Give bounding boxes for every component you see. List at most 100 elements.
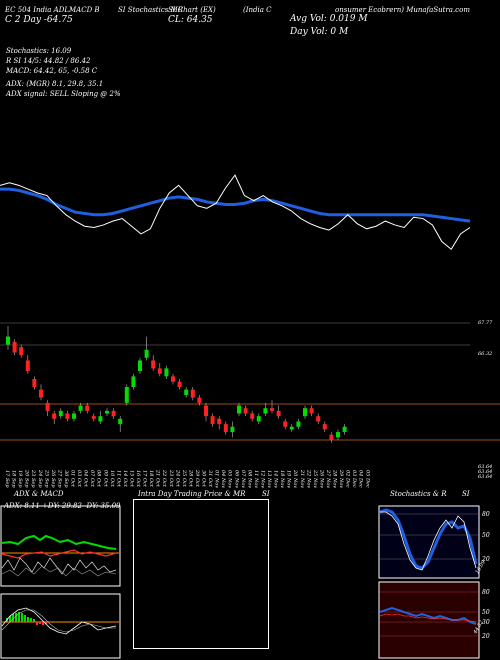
- date-label: 30 Sep: [63, 470, 69, 488]
- candle-body: [12, 341, 17, 353]
- stoch-tick-20: 20: [481, 556, 490, 563]
- candle-body: [329, 434, 334, 441]
- price-label: 67.77: [478, 320, 493, 326]
- candle-body: [52, 413, 57, 419]
- date-label: 23 Sep: [30, 469, 36, 488]
- header-line1c: SI Chart (EX): [168, 6, 216, 14]
- date-label: 18 Oct: [148, 470, 154, 488]
- macd-value: MACD: 64.42, 65, -0.58 C: [6, 67, 98, 75]
- stoch-tick-50: 50: [482, 532, 490, 539]
- candles: [6, 325, 347, 443]
- intraday-panel: [133, 499, 269, 649]
- date-label: 17 Oct: [142, 470, 148, 488]
- date-label: 20 Sep: [24, 469, 30, 488]
- price-label: 63.64: [478, 474, 492, 480]
- rsi-tick-50: 50: [482, 609, 490, 616]
- date-label: 18 Nov: [279, 470, 285, 488]
- candle-body: [342, 426, 347, 433]
- date-label: 04 Dec: [358, 470, 364, 488]
- intraday-panel-si: SI: [262, 490, 270, 498]
- candle-body: [65, 413, 70, 419]
- candle-body: [296, 421, 301, 427]
- candle-body: [45, 402, 50, 411]
- date-label: 11 Oct: [115, 470, 121, 488]
- date-label: 19 Sep: [17, 470, 23, 488]
- adx-panel-values: ADX: 8.11 +DY: 29.82 -DY: 35.09: [4, 502, 121, 510]
- candle-body: [6, 336, 10, 345]
- date-label: 08 Oct: [96, 470, 102, 488]
- date-label: 28 Oct: [187, 469, 193, 488]
- candle-body: [237, 405, 241, 414]
- date-label: 05 Dec: [364, 470, 370, 488]
- adx-signal: ADX signal: SELL Sloping @ 2%: [6, 90, 121, 98]
- stoch-panel-si: SI: [462, 490, 470, 498]
- date-label: 15 Oct: [128, 470, 134, 488]
- stochastics-value: Stochastics: 16.09: [6, 47, 72, 55]
- adx-panel-title: ADX & MACD: [14, 490, 64, 498]
- candle-body: [243, 408, 248, 414]
- date-label: 19 Nov: [286, 470, 292, 488]
- moving-average-line: [0, 187, 471, 223]
- adx-panel: [0, 498, 122, 660]
- candle-body: [98, 416, 103, 422]
- date-label: 03 Oct: [76, 470, 82, 488]
- candle-body: [309, 408, 314, 414]
- candle-body: [270, 408, 274, 411]
- candle-body: [164, 368, 169, 377]
- date-label: 14 Nov: [273, 470, 279, 488]
- candle-body: [197, 397, 202, 403]
- candle-body: [105, 410, 109, 414]
- date-label: 01 Oct: [70, 470, 76, 488]
- date-label: 22 Nov: [305, 469, 311, 488]
- price-label: 66.32: [478, 351, 492, 357]
- candle-body: [263, 408, 268, 414]
- rsi-tick-30: 30: [482, 619, 490, 626]
- date-label: 31 Oct: [207, 470, 213, 488]
- candle-body: [256, 416, 261, 422]
- macd-box: [0, 593, 121, 659]
- header-close-price: CL: 64.35: [168, 15, 213, 25]
- date-label: 24 Sep: [37, 469, 43, 488]
- candle-body: [151, 360, 156, 369]
- intraday-panel-title: Intra Day Trading Price & MR: [138, 490, 246, 498]
- date-label: 26 Nov: [318, 469, 324, 488]
- candle-body: [336, 432, 340, 438]
- date-label: 29 Nov: [338, 469, 344, 488]
- date-label: 27 Nov: [325, 469, 331, 488]
- date-label: 16 Oct: [135, 470, 141, 488]
- date-label: 17 Sep: [4, 470, 10, 488]
- rsi-tick-20: 20: [481, 633, 490, 640]
- candle-body: [72, 413, 76, 419]
- day-volume: Day Vol: 0 M: [290, 27, 349, 37]
- candle-body: [177, 381, 182, 387]
- candle-body: [223, 424, 228, 433]
- candle-body: [217, 418, 222, 425]
- candle-body: [85, 405, 90, 411]
- date-label: 12 Nov: [259, 470, 265, 488]
- candle-body: [124, 386, 129, 403]
- rsi-tick-80: 80: [482, 589, 490, 596]
- candle-body: [283, 421, 288, 427]
- date-label: 21 Oct: [155, 469, 161, 488]
- candle-body: [131, 376, 136, 387]
- date-label: 06 Nov: [233, 470, 239, 488]
- date-label: 29 Oct: [194, 469, 200, 488]
- adx-green-line: [1, 534, 117, 550]
- date-axis-labels: 17 Sep 18 Sep 19 Sep 20 Sep 23 Sep 24 Sep 25 S…: [4, 469, 370, 488]
- candle-body: [91, 416, 96, 419]
- date-label: 20 Nov: [292, 469, 298, 488]
- adx-box: [0, 505, 121, 587]
- candle-body: [276, 410, 281, 417]
- date-label: 05 Nov: [227, 470, 233, 488]
- adx-panel-bg: [0, 498, 122, 660]
- price-series: [0, 174, 471, 250]
- avg-volume: Avg Vol: 0.019 M: [290, 14, 368, 24]
- candle-body: [39, 389, 43, 398]
- date-label: 08 Nov: [246, 470, 252, 488]
- date-label: 07 Nov: [240, 470, 246, 488]
- candle-body: [204, 405, 208, 417]
- adx-grey-line: [1, 565, 117, 577]
- date-label: 21 Nov: [299, 469, 305, 488]
- rsi-value: R SI 14/5: 44.82 / 86.42: [6, 57, 91, 65]
